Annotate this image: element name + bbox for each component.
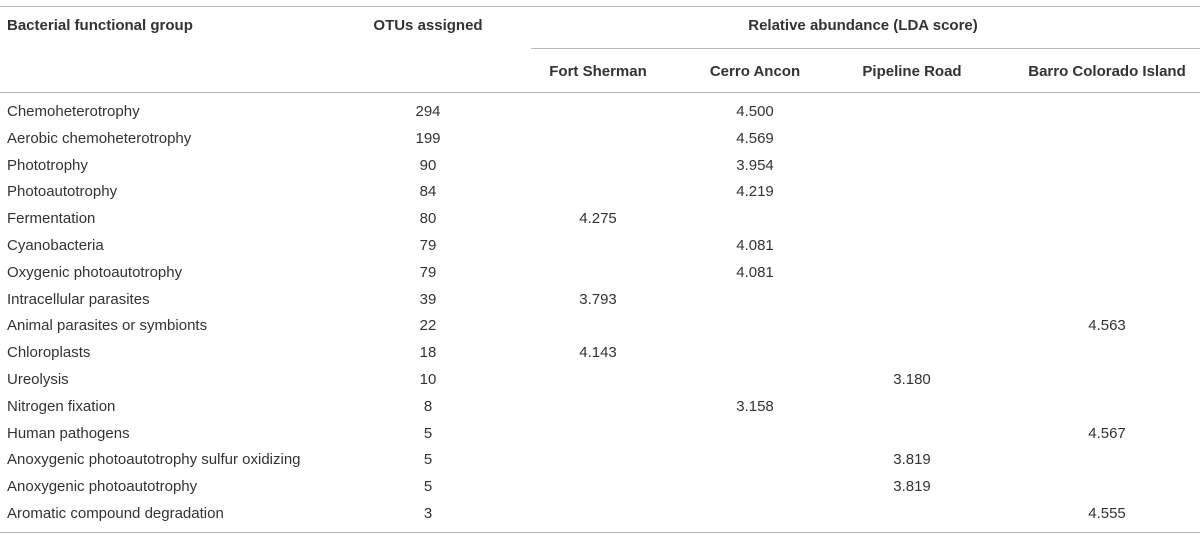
cell-lda-score: 4.081 bbox=[736, 237, 774, 254]
cell-group: Anoxygenic photoautotrophy bbox=[7, 478, 198, 495]
cell-group: Cyanobacteria bbox=[7, 237, 104, 254]
cell-group: Aromatic compound degradation bbox=[7, 505, 224, 522]
cell-otus: 22 bbox=[419, 317, 437, 334]
cell-lda-score: 4.555 bbox=[1088, 505, 1126, 522]
header-site-barro-colorado-island: Barro Colorado Island bbox=[1028, 63, 1186, 80]
header-site-pipeline-road: Pipeline Road bbox=[862, 63, 962, 80]
group-header-rule bbox=[531, 48, 1200, 49]
header-relative-abundance: Relative abundance (LDA score) bbox=[748, 17, 978, 34]
cell-group: Aerobic chemoheterotrophy bbox=[7, 130, 192, 147]
cell-otus: 5 bbox=[423, 478, 433, 495]
bottom-rule bbox=[0, 532, 1200, 533]
cell-lda-score: 4.500 bbox=[736, 103, 774, 120]
cell-lda-score: 4.081 bbox=[736, 264, 774, 281]
cell-otus: 84 bbox=[419, 183, 437, 200]
cell-group: Phototrophy bbox=[7, 157, 88, 174]
cell-lda-score: 3.180 bbox=[893, 371, 931, 388]
cell-lda-score: 4.219 bbox=[736, 183, 774, 200]
cell-group: Chemoheterotrophy bbox=[7, 103, 140, 120]
cell-lda-score: 3.158 bbox=[736, 398, 774, 415]
cell-group: Photoautotrophy bbox=[7, 183, 118, 200]
cell-group: Oxygenic photoautotrophy bbox=[7, 264, 183, 281]
cell-group: Fermentation bbox=[7, 210, 96, 227]
cell-otus: 79 bbox=[419, 237, 437, 254]
header-otus: OTUs assigned bbox=[373, 17, 483, 34]
cell-group: Chloroplasts bbox=[7, 344, 91, 361]
header-group: Bacterial functional group bbox=[7, 17, 193, 34]
cell-otus: 294 bbox=[415, 103, 441, 120]
cell-otus: 39 bbox=[419, 291, 437, 308]
cell-otus: 199 bbox=[415, 130, 441, 147]
cell-otus: 80 bbox=[419, 210, 437, 227]
cell-otus: 5 bbox=[423, 425, 433, 442]
cell-lda-score: 3.793 bbox=[579, 291, 617, 308]
cell-lda-score: 3.819 bbox=[893, 478, 931, 495]
cell-lda-score: 4.569 bbox=[736, 130, 774, 147]
cell-group: Human pathogens bbox=[7, 425, 130, 442]
cell-otus: 79 bbox=[419, 264, 437, 281]
header-site-fort-sherman: Fort Sherman bbox=[549, 63, 647, 80]
cell-otus: 8 bbox=[423, 398, 433, 415]
cell-otus: 18 bbox=[419, 344, 437, 361]
header-rule bbox=[0, 92, 1200, 93]
cell-otus: 10 bbox=[419, 371, 437, 388]
cell-lda-score: 4.143 bbox=[579, 344, 617, 361]
cell-lda-score: 3.819 bbox=[893, 451, 931, 468]
cell-otus: 90 bbox=[419, 157, 437, 174]
cell-lda-score: 4.563 bbox=[1088, 317, 1126, 334]
cell-group: Animal parasites or symbionts bbox=[7, 317, 208, 334]
cell-group: Intracellular parasites bbox=[7, 291, 150, 308]
cell-otus: 3 bbox=[423, 505, 433, 522]
top-rule bbox=[0, 6, 1200, 7]
cell-group: Nitrogen fixation bbox=[7, 398, 116, 415]
cell-group: Anoxygenic photoautotrophy sulfur oxidiz… bbox=[7, 451, 301, 468]
header-site-cerro-ancon: Cerro Ancon bbox=[709, 63, 801, 80]
cell-lda-score: 3.954 bbox=[736, 157, 774, 174]
cell-lda-score: 4.567 bbox=[1088, 425, 1126, 442]
cell-otus: 5 bbox=[423, 451, 433, 468]
cell-lda-score: 4.275 bbox=[579, 210, 617, 227]
cell-group: Ureolysis bbox=[7, 371, 69, 388]
